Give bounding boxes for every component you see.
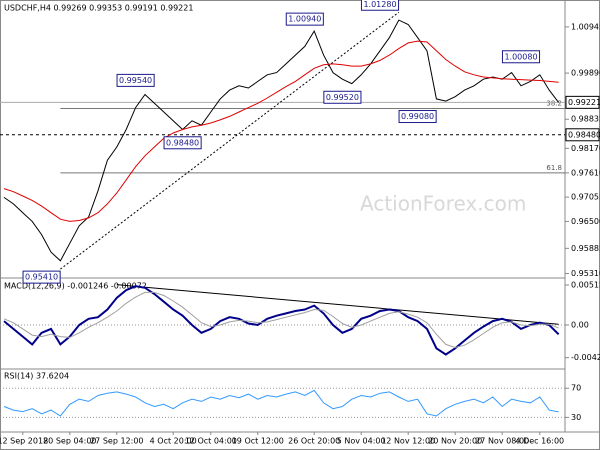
- y-tick-label: 1.00945: [571, 22, 600, 31]
- watermark: ActionForex.com: [360, 192, 526, 216]
- x-tick-label: 20 Sep 04:00: [43, 437, 96, 446]
- y-tick-label: 30: [571, 413, 581, 422]
- trendline: [116, 284, 559, 325]
- x-tick-label: 12 Oct 04:00: [185, 437, 237, 446]
- level-label: 0.98480: [568, 130, 600, 139]
- x-tick-label: 4 Oct 20:00: [150, 437, 197, 446]
- annotation-label: 0.98480: [166, 138, 199, 147]
- annotation-box: [360, 0, 400, 11]
- annotation-box: [323, 90, 362, 104]
- x-tick-label: 19 Oct 12:00: [232, 437, 284, 446]
- y-tick-label: 70: [571, 384, 581, 393]
- fib-label: 61.8: [546, 164, 562, 172]
- price-label: 0.99221: [568, 98, 600, 107]
- annotation-box: [285, 12, 324, 26]
- trendline: [60, 11, 400, 270]
- series-line: [3, 285, 560, 356]
- price-label-box: [565, 95, 600, 109]
- annotation-label: 1.01280: [363, 0, 396, 9]
- x-tick-label: 27 Nov 08:00: [475, 437, 529, 446]
- annotation-label: 1.00080: [504, 52, 537, 61]
- y-tick-label: 0.97055: [571, 193, 600, 202]
- annotation-label: 0.99520: [326, 93, 359, 102]
- annotation-label: 1.00940: [288, 15, 321, 24]
- annotation-label: 0.95410: [25, 273, 58, 282]
- x-tick-label: 4 Dec 16:00: [515, 437, 564, 446]
- annotation-box: [501, 50, 541, 64]
- annotation-box: [116, 73, 155, 87]
- annotation-box: [163, 136, 202, 150]
- y-tick-label: 0.005154: [571, 281, 600, 290]
- macd-title: MACD(12,26,9) -0.001246 -0.00072: [4, 282, 147, 291]
- level-label-box: [565, 128, 600, 142]
- series-line: [3, 389, 559, 417]
- x-tick-label: 20 Nov 20:00: [428, 437, 482, 446]
- series-line: [3, 19, 559, 262]
- chart-title: USDCHF,H4 0.99269 0.99353 0.99191 0.9922…: [4, 4, 193, 13]
- annotation-label: 0.99080: [401, 112, 434, 121]
- y-tick-label: 0.00: [571, 321, 589, 330]
- annotation-label: 0.99540: [119, 76, 152, 85]
- annotation-box: [398, 110, 437, 124]
- fib-label: 38.2: [546, 100, 562, 108]
- annotation-box: [22, 270, 61, 284]
- x-tick-label: 12 Nov 12:00: [381, 437, 435, 446]
- series-line: [3, 291, 559, 349]
- x-tick-label: 5 Nov 04:00: [337, 437, 386, 446]
- y-tick-label: 0.95885: [571, 244, 600, 253]
- x-tick-label: 12 Sep 2018: [0, 437, 48, 446]
- x-tick-label: 27 Sep 12:00: [90, 437, 143, 446]
- x-tick-label: 26 Oct 20:00: [288, 437, 340, 446]
- y-tick-label: 0.98835: [571, 115, 600, 124]
- rsi-title: RSI(14) 37.6204: [4, 372, 69, 381]
- y-tick-label: -0.004209: [571, 353, 600, 362]
- series-line: [3, 40, 559, 222]
